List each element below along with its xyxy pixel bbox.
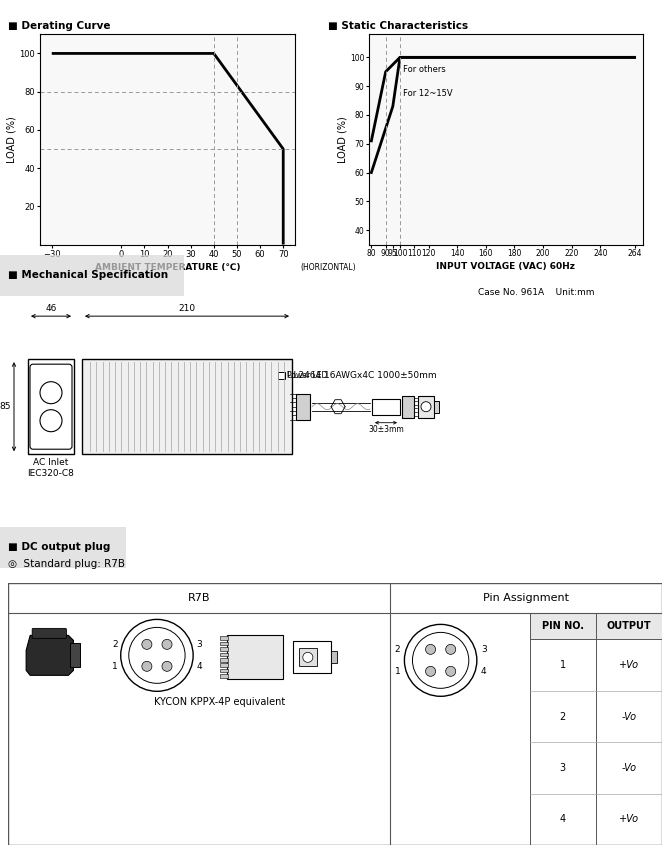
Circle shape <box>405 625 477 697</box>
Text: 1: 1 <box>112 662 118 671</box>
Bar <box>28 360 74 454</box>
Circle shape <box>40 382 62 404</box>
Text: 4: 4 <box>560 814 566 825</box>
Bar <box>220 669 228 673</box>
Circle shape <box>425 667 436 676</box>
Polygon shape <box>26 636 74 675</box>
Text: 30±3mm: 30±3mm <box>368 425 404 433</box>
Text: (HORIZONTAL): (HORIZONTAL) <box>300 263 356 273</box>
Text: -Vo: -Vo <box>621 711 636 722</box>
Text: 4: 4 <box>196 662 202 671</box>
Circle shape <box>421 402 431 412</box>
Bar <box>296 394 310 420</box>
Text: 3: 3 <box>481 645 486 654</box>
Text: +Vo: +Vo <box>618 660 639 670</box>
Text: Case No. 961A    Unit:mm: Case No. 961A Unit:mm <box>478 288 594 297</box>
X-axis label: INPUT VOLTAGE (VAC) 60Hz: INPUT VOLTAGE (VAC) 60Hz <box>436 262 576 271</box>
FancyBboxPatch shape <box>32 628 66 638</box>
Bar <box>220 642 228 645</box>
Bar <box>530 613 662 639</box>
Bar <box>220 658 228 662</box>
Circle shape <box>425 644 436 655</box>
Text: 1: 1 <box>560 660 566 670</box>
Text: ■ Derating Curve: ■ Derating Curve <box>8 21 111 32</box>
Text: R7B: R7B <box>188 594 210 603</box>
Text: 2: 2 <box>395 645 401 654</box>
Text: For 12~15V: For 12~15V <box>403 89 452 98</box>
Bar <box>220 674 228 678</box>
Circle shape <box>40 410 62 432</box>
Circle shape <box>162 662 172 671</box>
X-axis label: AMBIENT TEMPERATURE (℃): AMBIENT TEMPERATURE (℃) <box>94 263 241 272</box>
Text: ◎  Standard plug: R7B: ◎ Standard plug: R7B <box>8 559 125 570</box>
Circle shape <box>413 632 469 688</box>
Y-axis label: LOAD (%): LOAD (%) <box>6 116 16 163</box>
Bar <box>278 372 285 379</box>
Bar <box>418 396 434 418</box>
Bar <box>70 644 80 668</box>
Bar <box>299 649 317 667</box>
Bar <box>402 396 414 418</box>
Circle shape <box>446 667 456 676</box>
Bar <box>372 399 400 414</box>
Text: Power LED: Power LED <box>287 372 328 380</box>
Text: ■ DC output plug: ■ DC output plug <box>8 542 111 553</box>
Bar <box>220 663 228 667</box>
Text: 210: 210 <box>178 304 196 313</box>
Circle shape <box>162 639 172 650</box>
Text: ■ Static Characteristics: ■ Static Characteristics <box>328 21 468 32</box>
Circle shape <box>142 639 152 650</box>
Text: 85: 85 <box>0 402 11 411</box>
Text: 2: 2 <box>559 711 566 722</box>
FancyBboxPatch shape <box>30 364 72 450</box>
Bar <box>331 651 337 663</box>
Text: AC Inlet
IEC320-C8: AC Inlet IEC320-C8 <box>27 458 74 478</box>
Circle shape <box>129 627 185 683</box>
Text: +Vo: +Vo <box>618 814 639 825</box>
Text: -Vo: -Vo <box>621 763 636 773</box>
Y-axis label: LOAD (%): LOAD (%) <box>337 116 347 163</box>
Text: OUTPUT: OUTPUT <box>606 621 651 631</box>
Bar <box>293 642 331 674</box>
Circle shape <box>446 644 456 655</box>
Text: 3: 3 <box>560 763 566 773</box>
Text: UL2464 16AWGx4C 1000±50mm: UL2464 16AWGx4C 1000±50mm <box>287 371 437 380</box>
Bar <box>220 637 228 640</box>
Text: ■ Mechanical Specification: ■ Mechanical Specification <box>8 270 168 281</box>
Circle shape <box>303 652 313 662</box>
Text: Pin Assignment: Pin Assignment <box>483 594 569 603</box>
Text: KYCON KPPX-4P equivalent: KYCON KPPX-4P equivalent <box>153 698 285 707</box>
Text: 46: 46 <box>46 304 57 313</box>
Bar <box>220 653 228 656</box>
Bar <box>227 636 283 680</box>
Text: For others: For others <box>403 64 446 74</box>
Bar <box>220 647 228 650</box>
Text: 2: 2 <box>112 640 118 649</box>
Bar <box>434 401 439 413</box>
Bar <box>82 360 292 454</box>
Circle shape <box>121 619 193 692</box>
Text: 1: 1 <box>395 667 401 676</box>
Text: PIN NO.: PIN NO. <box>542 621 584 631</box>
Text: 4: 4 <box>481 667 486 676</box>
Text: 3: 3 <box>196 640 202 649</box>
Circle shape <box>142 662 152 671</box>
